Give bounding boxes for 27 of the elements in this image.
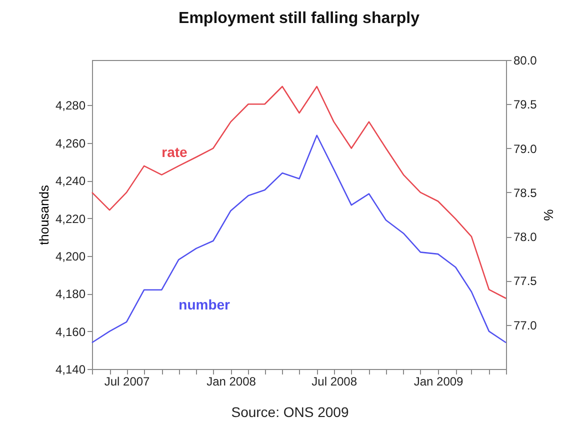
line-series <box>91 134 507 344</box>
y-tick-label: 4,220 <box>55 212 86 226</box>
y2-tick-label: 79.5 <box>514 98 538 112</box>
y-tick-label: 4,280 <box>55 98 86 113</box>
line-series <box>91 86 507 300</box>
series-label: number <box>178 296 231 313</box>
source-note: Source: ONS 2009 <box>230 404 350 420</box>
y-axis-title: thousands <box>36 184 52 245</box>
x-tick-label: Jan 2008 <box>206 374 256 388</box>
y2-tick-label: 77.5 <box>514 274 538 288</box>
chart-title: Employment still falling sharply <box>178 10 420 27</box>
y-tick-label: 4,260 <box>55 136 86 150</box>
y-tick-label: 4,180 <box>55 287 86 302</box>
y-tick-label: 4,200 <box>55 249 86 264</box>
y-tick-label: 4,240 <box>55 174 86 188</box>
y2-tick-label: 80.0 <box>514 54 538 68</box>
y-tick-label: 4,140 <box>55 362 86 376</box>
y-tick-label: 4,160 <box>55 324 86 339</box>
y2-axis-title: % <box>540 209 556 222</box>
x-tick-label: Jul 2008 <box>312 374 358 388</box>
y2-tick-label: 77.0 <box>514 318 538 332</box>
y2-tick-label: 79.0 <box>514 142 538 156</box>
y2-tick-label: 78.0 <box>514 230 538 244</box>
y2-tick-label: 78.5 <box>514 186 538 200</box>
series-label: rate <box>162 144 188 160</box>
x-tick-label: Jan 2009 <box>414 374 464 388</box>
x-tick-label: Jul 2007 <box>104 374 150 388</box>
